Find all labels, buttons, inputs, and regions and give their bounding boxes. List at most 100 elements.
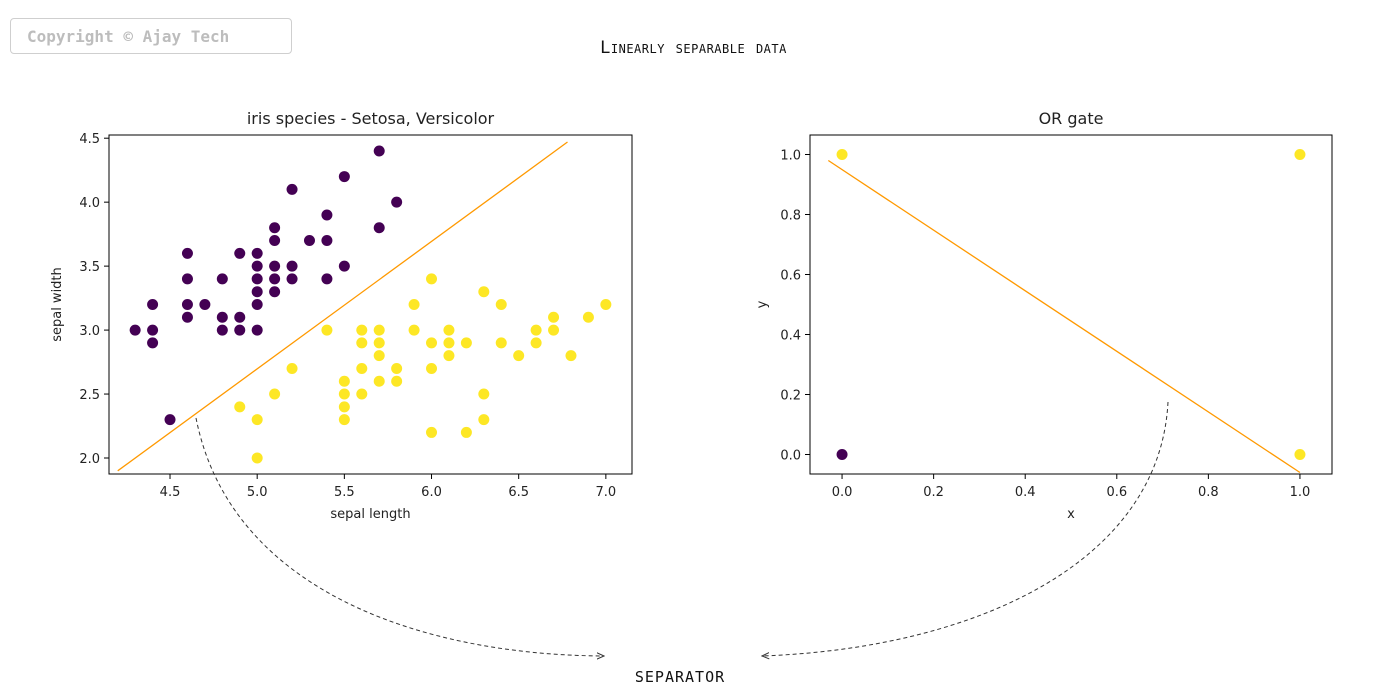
point-class-0 [164, 414, 176, 426]
point-class-0 [269, 286, 281, 298]
separator-line [117, 141, 568, 472]
point-class-0 [234, 324, 246, 336]
point-class-0 [286, 273, 298, 285]
chart-title: OR gate [1039, 109, 1104, 128]
point-class-0 [234, 247, 246, 259]
point-class-1 [1294, 149, 1306, 160]
point-class-1 [460, 337, 472, 349]
point-class-1 [251, 414, 263, 426]
y-tick-label: 0.6 [780, 269, 801, 284]
point-class-1 [426, 273, 438, 285]
point-class-1 [478, 286, 490, 298]
x-tick-label: 0.8 [1198, 485, 1219, 500]
point-class-1 [600, 299, 612, 310]
point-class-0 [147, 299, 159, 310]
point-class-1 [321, 324, 333, 336]
x-tick-label: 5.0 [247, 485, 268, 500]
x-tick-label: 4.5 [160, 485, 181, 500]
point-class-0 [147, 337, 159, 349]
point-class-0 [234, 311, 246, 323]
x-tick-label: 0.4 [1015, 485, 1036, 500]
y-tick-label: 3.0 [79, 324, 100, 339]
point-class-1 [443, 324, 455, 336]
point-class-0 [321, 273, 333, 285]
point-class-1 [338, 375, 350, 387]
point-class-0 [269, 273, 281, 285]
point-class-1 [286, 362, 298, 374]
point-class-1 [530, 324, 542, 336]
chart-title: iris species - Setosa, Versicolor [247, 109, 495, 128]
point-class-0 [321, 209, 333, 221]
point-class-1 [582, 311, 594, 323]
point-class-0 [321, 235, 333, 247]
plot-frame [809, 134, 1333, 475]
x-tick-label: 5.5 [334, 485, 355, 500]
point-class-0 [836, 449, 848, 460]
y-tick-label: 0.0 [780, 449, 801, 464]
point-class-1 [513, 350, 525, 362]
point-class-1 [443, 350, 455, 362]
y-tick-label: 4.0 [79, 196, 100, 211]
x-tick-label: 0.0 [832, 485, 853, 500]
point-class-0 [181, 311, 193, 323]
page-heading: Linearly separable data [600, 38, 787, 58]
arrow-right-separator [762, 401, 1169, 656]
point-class-0 [216, 311, 228, 323]
x-axis-label: x [1067, 507, 1075, 522]
point-class-1 [391, 375, 403, 387]
point-class-1 [356, 324, 368, 336]
point-class-1 [338, 414, 350, 426]
plot-frame [108, 134, 633, 475]
point-class-1 [373, 350, 385, 362]
point-class-0 [338, 260, 350, 272]
y-tick-label: 0.8 [780, 209, 801, 224]
point-class-0 [251, 273, 263, 285]
x-tick-label: 0.2 [923, 485, 944, 500]
y-tick-label: 2.5 [79, 388, 100, 403]
x-tick-label: 1.0 [1290, 485, 1311, 500]
point-class-1 [408, 299, 420, 310]
point-class-0 [373, 145, 385, 157]
point-class-0 [269, 235, 281, 247]
point-class-0 [129, 324, 141, 336]
y-tick-label: 2.0 [79, 452, 100, 467]
point-class-1 [251, 452, 263, 464]
point-class-1 [426, 426, 438, 438]
point-class-1 [836, 149, 848, 160]
y-axis-label: y [755, 300, 770, 308]
point-class-1 [565, 350, 577, 362]
point-class-0 [251, 260, 263, 272]
point-class-0 [269, 260, 281, 272]
point-class-1 [269, 388, 281, 400]
point-class-0 [181, 247, 193, 259]
chart-2: OR gate 0.0 0.2 0.4 0.6 0.8 1.0 0.0 0.2 0.4 0.6 0.8… [755, 109, 1333, 522]
point-class-0 [251, 247, 263, 259]
point-class-0 [391, 196, 403, 208]
point-class-0 [199, 299, 211, 310]
separator-line [827, 159, 1301, 474]
point-class-1 [1294, 449, 1306, 460]
point-class-1 [338, 401, 350, 413]
point-class-1 [356, 337, 368, 349]
point-class-0 [216, 273, 228, 285]
point-class-1 [408, 324, 420, 336]
point-class-1 [530, 337, 542, 349]
y-tick-label: 0.2 [780, 389, 801, 404]
point-class-1 [478, 414, 490, 426]
point-class-1 [548, 324, 560, 336]
point-class-1 [234, 401, 246, 413]
copyright-watermark: Copyright © Ajay Tech [10, 18, 292, 54]
point-class-1 [373, 324, 385, 336]
point-class-1 [548, 311, 560, 323]
point-class-0 [303, 235, 315, 247]
point-class-0 [338, 171, 350, 183]
y-axis-label: sepal width [50, 267, 65, 342]
point-class-1 [443, 337, 455, 349]
point-class-0 [251, 299, 263, 310]
point-class-1 [426, 337, 438, 349]
point-class-0 [147, 324, 159, 336]
point-class-0 [373, 222, 385, 234]
x-tick-label: 0.6 [1106, 485, 1127, 500]
point-class-1 [495, 337, 507, 349]
point-class-1 [460, 426, 472, 438]
